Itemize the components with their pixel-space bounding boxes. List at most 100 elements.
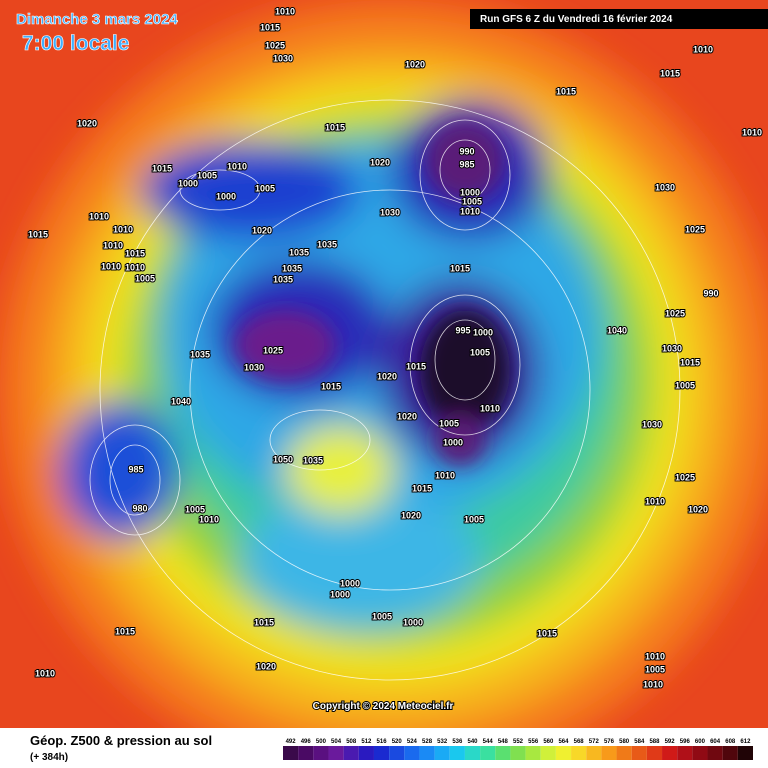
scale-label: 512 bbox=[361, 739, 372, 745]
time-title: 7:00 locale bbox=[22, 32, 129, 55]
scale-label: 572 bbox=[589, 739, 600, 745]
pressure-label: 1030 bbox=[655, 182, 675, 192]
scale-label: 596 bbox=[680, 739, 691, 745]
pressure-label: 1040 bbox=[607, 325, 627, 335]
lead-time: (+ 384h) bbox=[30, 752, 68, 763]
scale-swatch bbox=[692, 746, 708, 760]
color-scale: 492 496 500 504 508 512 516 520 524 528 532 536 540 5… bbox=[283, 739, 753, 760]
pressure-label: 1015 bbox=[152, 163, 172, 173]
pressure-label: 1005 bbox=[470, 347, 490, 357]
pressure-label: 1020 bbox=[252, 225, 272, 235]
pressure-label: 995 bbox=[455, 325, 470, 335]
pressure-label: 1010 bbox=[742, 127, 762, 137]
scale-label: 592 bbox=[665, 739, 676, 745]
pressure-label: 1015 bbox=[125, 248, 145, 258]
pressure-label: 1005 bbox=[464, 514, 484, 524]
pressure-label: 1020 bbox=[256, 661, 276, 671]
scale-swatch bbox=[419, 746, 435, 760]
scale-label: 500 bbox=[316, 739, 327, 745]
pressure-label: 1010 bbox=[113, 224, 133, 234]
pressure-label: 1015 bbox=[28, 229, 48, 239]
scale-label: 504 bbox=[331, 739, 342, 745]
pressure-label: 1005 bbox=[372, 611, 392, 621]
scale-swatch bbox=[313, 746, 329, 760]
pressure-label: 1015 bbox=[450, 263, 470, 273]
pressure-label: 1000 bbox=[473, 327, 493, 337]
copyright: Copyright © 2024 Meteociel.fr bbox=[313, 701, 454, 712]
pressure-label: 1030 bbox=[642, 419, 662, 429]
scale-swatch bbox=[480, 746, 496, 760]
pressure-label: 1005 bbox=[675, 380, 695, 390]
pressure-label: 1025 bbox=[265, 40, 285, 50]
scale-swatch bbox=[677, 746, 693, 760]
scale-swatch bbox=[510, 746, 526, 760]
pressure-label: 1020 bbox=[377, 371, 397, 381]
scale-swatch bbox=[722, 746, 738, 760]
scale-label: 532 bbox=[437, 739, 448, 745]
pressure-label: 1030 bbox=[380, 207, 400, 217]
pressure-label: 1010 bbox=[89, 211, 109, 221]
pressure-label: 1010 bbox=[480, 403, 500, 413]
pressure-label: 1020 bbox=[397, 411, 417, 421]
scale-swatch bbox=[404, 746, 420, 760]
run-info: Run GFS 6 Z du Vendredi 16 février 2024 bbox=[480, 14, 673, 25]
scale-swatch bbox=[283, 746, 299, 760]
run-box bbox=[470, 9, 768, 29]
pressure-label: 1015 bbox=[325, 122, 345, 132]
pressure-label: 1020 bbox=[370, 157, 390, 167]
scale-label: 540 bbox=[468, 739, 479, 745]
scale-swatch bbox=[555, 746, 572, 760]
pressure-label: 1010 bbox=[643, 679, 663, 689]
scale-swatch bbox=[662, 746, 678, 760]
pressure-label: 1015 bbox=[680, 357, 700, 367]
pressure-label: 1050 bbox=[273, 454, 293, 464]
pressure-label: 1035 bbox=[289, 247, 309, 257]
pressure-label: 1025 bbox=[665, 308, 685, 318]
date-title: Dimanche 3 mars 2024 bbox=[16, 11, 178, 28]
pressure-label: 1005 bbox=[462, 196, 482, 206]
scale-label: 576 bbox=[604, 739, 615, 745]
scale-label: 584 bbox=[634, 739, 645, 745]
pressure-label: 1025 bbox=[685, 224, 705, 234]
pressure-label: 1000 bbox=[178, 178, 198, 188]
pressure-label: 1030 bbox=[662, 343, 682, 353]
pressure-label: 1010 bbox=[693, 44, 713, 54]
scale-label: 548 bbox=[498, 739, 509, 745]
pressure-label: 1035 bbox=[303, 455, 323, 465]
pressure-label: 1010 bbox=[103, 240, 123, 250]
pressure-label: 1010 bbox=[35, 668, 55, 678]
scale-label: 608 bbox=[725, 739, 736, 745]
pressure-label: 1005 bbox=[255, 183, 275, 193]
scale-label: 536 bbox=[452, 739, 463, 745]
scale-label: 568 bbox=[574, 739, 585, 745]
scale-label: 588 bbox=[649, 739, 660, 745]
scale-label: 492 bbox=[286, 739, 297, 745]
scale-swatch bbox=[358, 746, 374, 760]
pressure-label: 1000 bbox=[330, 589, 350, 599]
pressure-label: 1035 bbox=[317, 239, 337, 249]
pressure-label: 1020 bbox=[405, 59, 425, 69]
scale-swatch bbox=[540, 746, 556, 760]
scale-swatch bbox=[601, 746, 617, 760]
scale-swatch bbox=[434, 746, 450, 760]
pressure-label: 990 bbox=[703, 288, 718, 298]
scale-swatch bbox=[707, 746, 723, 760]
scale-swatch bbox=[464, 746, 481, 760]
pressure-label: 1035 bbox=[282, 263, 302, 273]
pressure-label: 1015 bbox=[412, 483, 432, 493]
scale-label: 600 bbox=[695, 739, 706, 745]
scale-label: 528 bbox=[422, 739, 433, 745]
pressure-label: 1025 bbox=[675, 472, 695, 482]
pressure-label: 1005 bbox=[197, 170, 217, 180]
scale-label: 520 bbox=[392, 739, 403, 745]
scale-swatch bbox=[616, 746, 632, 760]
scale-swatch bbox=[449, 746, 465, 760]
scale-swatch bbox=[298, 746, 314, 760]
pressure-label: 1010 bbox=[199, 514, 219, 524]
pressure-label: 1005 bbox=[645, 664, 665, 674]
scale-swatch bbox=[343, 746, 359, 760]
pressure-label: 1020 bbox=[77, 118, 97, 128]
